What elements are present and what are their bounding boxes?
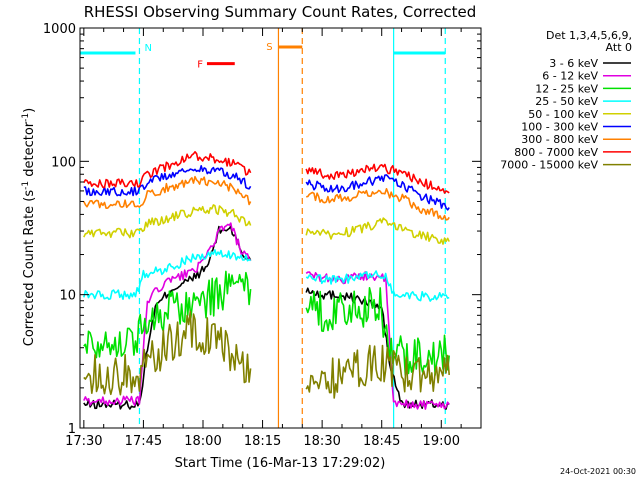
- legend-label: 25 - 50 keV: [535, 95, 598, 108]
- y-tick-label: 100: [51, 155, 76, 170]
- series-layer: [83, 151, 450, 410]
- x-tick-label: 19:00: [423, 434, 460, 449]
- series-line-7: [305, 163, 450, 194]
- series-line-8: [305, 344, 450, 399]
- series-line-0: [305, 287, 450, 410]
- flag-label-F: F: [197, 60, 203, 71]
- footer-timestamp: 24-Oct-2021 00:30: [560, 467, 636, 476]
- y-axis-label: Corrected Count Rate (s-1 detector-1): [21, 108, 37, 346]
- y-axis-label-main: Corrected Count Rate (s: [22, 190, 37, 347]
- series-line-1: [83, 222, 252, 406]
- series-line-4: [83, 204, 252, 239]
- series-line-3: [83, 249, 252, 301]
- legend-header-line2: Att 0: [606, 41, 632, 54]
- y-axis-label-mid: detector: [22, 121, 37, 181]
- legend-label: 12 - 25 keV: [535, 82, 598, 95]
- x-tick-label: 18:45: [363, 434, 400, 449]
- series-line-6: [83, 175, 252, 209]
- legend-header-line1: Det 1,3,4,5,6,9,: [546, 29, 632, 42]
- y-axis-label-sup2: -1: [21, 113, 31, 122]
- legend-label: 100 - 300 keV: [521, 121, 598, 134]
- x-tick-label: 17:30: [65, 434, 102, 449]
- series-line-7: [83, 151, 252, 189]
- series-line-2: [305, 287, 450, 376]
- series-line-4: [305, 217, 450, 245]
- series-line-3: [305, 270, 450, 302]
- series-line-8: [83, 310, 252, 396]
- x-tick-label: 17:45: [125, 434, 162, 449]
- x-tick-label: 18:15: [244, 434, 281, 449]
- y-axis-label-sup1: -1: [21, 181, 31, 190]
- legend-label: 6 - 12 keV: [542, 70, 598, 83]
- legend-label: 3 - 6 keV: [549, 57, 598, 70]
- series-line-5: [83, 165, 252, 197]
- legend-label: 7000 - 15000 keV: [500, 159, 598, 172]
- y-tick-label: 10: [59, 289, 76, 304]
- y-axis-label-end: ): [22, 108, 37, 113]
- flag-label-N: N: [144, 43, 151, 54]
- flag-label-S: S: [266, 42, 272, 53]
- plot-frame: [79, 27, 482, 429]
- axis-ticks: 17:30 17:45 18:00 18:15 18:30 18:45 19:00 1 10 10…: [43, 22, 482, 449]
- y-tick-label: 1000: [43, 22, 76, 37]
- legend-label: 300 - 800 keV: [521, 133, 598, 146]
- series-line-5: [305, 174, 450, 211]
- plot-border: [79, 27, 482, 429]
- series-line-2: [83, 270, 252, 359]
- x-tick-label: 18:00: [184, 434, 221, 449]
- chart-title: RHESSI Observing Summary Count Rates, Co…: [84, 3, 477, 21]
- series-line-6: [306, 188, 450, 221]
- legend-label: 800 - 7000 keV: [514, 146, 598, 159]
- x-axis-label: Start Time (16-Mar-13 17:29:02): [175, 456, 386, 471]
- x-tick-label: 18:30: [303, 434, 340, 449]
- y-tick-label: 1: [68, 422, 76, 437]
- legend-label: 50 - 100 keV: [528, 108, 598, 121]
